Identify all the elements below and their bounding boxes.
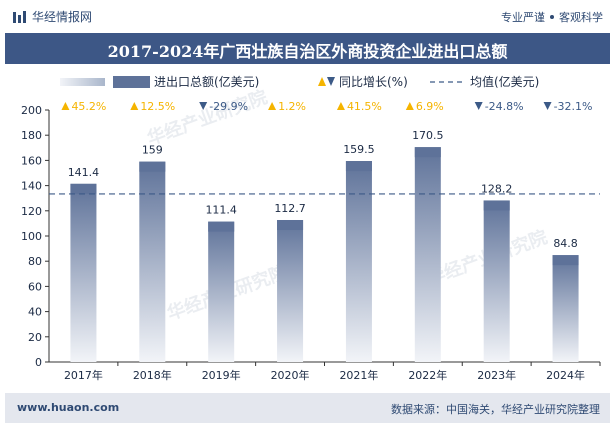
growth-label: 41.5% xyxy=(347,100,382,113)
growth-label: 12.5% xyxy=(140,100,175,113)
chart-area: 华经产业研究院 华经产业研究院 华经产业研究院 进出口总额(亿美元) 同比增长(… xyxy=(21,74,601,382)
bar-value-label: 159.5 xyxy=(343,143,375,156)
bar-logo-icon xyxy=(13,10,26,23)
y-tick-label: 160 xyxy=(21,154,42,167)
bar-cap xyxy=(345,161,372,172)
bar-cap xyxy=(208,221,235,232)
y-tick-label: 100 xyxy=(21,230,42,243)
bar-value-label: 111.4 xyxy=(205,204,237,217)
bar xyxy=(208,221,235,362)
bar xyxy=(345,161,372,362)
tagline: 专业严谨 客观科学 xyxy=(501,9,603,25)
labels: 141.4 2017年 45.2% 159 2018年 12.5% 111.4 2019年 -2… xyxy=(61,100,601,382)
watermark-text: 华经产业研究院 xyxy=(144,86,270,150)
bar-value-label: 128.2 xyxy=(481,182,513,195)
bar-cap xyxy=(552,255,579,266)
growth-down-triangle-icon xyxy=(543,102,552,110)
growth-down-triangle-icon xyxy=(199,102,208,110)
bar xyxy=(552,255,579,362)
legend-gradient-swatch xyxy=(60,78,105,86)
growth-label: -32.1% xyxy=(554,100,593,113)
bar xyxy=(139,161,166,362)
legend-up-triangle-icon xyxy=(318,77,326,86)
y-tick-label: 180 xyxy=(21,129,42,142)
bar-value-label: 170.5 xyxy=(412,129,444,142)
legend-bar-label: 进出口总额(亿美元) xyxy=(154,74,259,89)
x-tick-label: 2022年 xyxy=(408,368,447,382)
bar xyxy=(483,200,510,362)
legend-growth-label: 同比增长(%) xyxy=(339,75,408,89)
x-tick-label: 2018年 xyxy=(133,368,172,382)
axes: 0 20 40 60 80 100 120 140 160 180 200 xyxy=(21,104,600,369)
bar xyxy=(70,183,97,362)
bar-value-label: 141.4 xyxy=(68,166,100,179)
x-tick-label: 2020年 xyxy=(271,368,310,382)
growth-label: -24.8% xyxy=(485,100,524,113)
legend-bar-swatch xyxy=(113,76,150,88)
brand-name: 华经情报网 xyxy=(32,10,93,24)
growth-label: 1.2% xyxy=(278,100,306,113)
bar-cap xyxy=(483,200,510,211)
growth-up-triangle-icon xyxy=(61,102,70,110)
bar xyxy=(414,147,441,362)
y-tick-label: 40 xyxy=(28,306,42,319)
footer: www.huaon.com 数据来源：中国海关，华经产业研究院整理 xyxy=(5,393,610,423)
footer-url: www.huaon.com xyxy=(17,401,120,414)
growth-up-triangle-icon xyxy=(336,102,345,110)
y-tick-label: 140 xyxy=(21,180,42,193)
tagline-left: 专业严谨 xyxy=(501,11,545,24)
y-tick-label: 20 xyxy=(28,331,42,344)
growth-up-triangle-icon xyxy=(130,102,139,110)
bar-value-label: 159 xyxy=(142,144,163,157)
tagline-right: 客观科学 xyxy=(559,11,603,24)
y-tick-label: 0 xyxy=(35,356,42,369)
top-bar: 华经情报网 专业严谨 客观科学 xyxy=(0,0,615,33)
legend-down-triangle-icon xyxy=(327,77,335,86)
y-tick-label: 80 xyxy=(28,255,42,268)
bar xyxy=(277,219,304,362)
growth-up-triangle-icon xyxy=(268,102,277,110)
bar-cap xyxy=(277,219,304,230)
bar-cap xyxy=(139,161,166,172)
chart-title: 2017-2024年广西壮族自治区外商投资企业进出口总额 xyxy=(107,42,508,61)
x-tick-label: 2019年 xyxy=(202,368,241,382)
y-tick-label: 200 xyxy=(21,104,42,117)
growth-label: 6.9% xyxy=(416,100,444,113)
x-tick-label: 2024年 xyxy=(546,368,585,382)
legend: 进出口总额(亿美元) 同比增长(%) 均值(亿美元) xyxy=(60,74,539,89)
growth-up-triangle-icon xyxy=(405,102,414,110)
bar-cap xyxy=(70,183,97,194)
title-bar: 2017-2024年广西壮族自治区外商投资企业进出口总额 xyxy=(5,33,610,64)
growth-label: 45.2% xyxy=(71,100,106,113)
growth-label: -29.9% xyxy=(209,100,248,113)
y-tick-label: 60 xyxy=(28,280,42,293)
brand: 华经情报网 xyxy=(12,8,92,25)
bar-value-label: 84.8 xyxy=(553,237,578,250)
bars xyxy=(70,147,579,362)
x-tick-label: 2017年 xyxy=(64,368,103,382)
separator-dot-icon xyxy=(550,15,554,19)
legend-mean-label: 均值(亿美元) xyxy=(470,74,539,89)
y-tick-label: 120 xyxy=(21,205,42,218)
bar-value-label: 112.7 xyxy=(274,202,306,215)
x-tick-label: 2023年 xyxy=(477,368,516,382)
bar-cap xyxy=(414,147,441,158)
footer-source: 数据来源：中国海关，华经产业研究院整理 xyxy=(391,403,600,416)
growth-down-triangle-icon xyxy=(474,102,483,110)
x-tick-label: 2021年 xyxy=(339,368,378,382)
